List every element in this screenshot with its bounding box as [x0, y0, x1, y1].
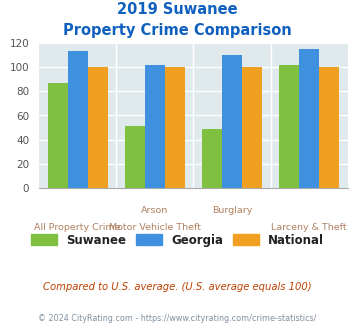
Bar — [88, 67, 108, 188]
Legend: Suwanee, Georgia, National: Suwanee, Georgia, National — [31, 234, 324, 247]
Text: Motor Vehicle Theft: Motor Vehicle Theft — [109, 223, 201, 232]
Bar — [67, 51, 88, 188]
Bar — [165, 67, 185, 188]
Bar — [299, 49, 320, 188]
Bar — [222, 55, 242, 188]
Text: All Property Crime: All Property Crime — [34, 223, 121, 232]
Bar — [279, 65, 299, 188]
Text: Compared to U.S. average. (U.S. average equals 100): Compared to U.S. average. (U.S. average … — [43, 282, 312, 292]
Bar — [145, 65, 165, 188]
Text: Property Crime Comparison: Property Crime Comparison — [63, 23, 292, 38]
Text: © 2024 CityRating.com - https://www.cityrating.com/crime-statistics/: © 2024 CityRating.com - https://www.city… — [38, 314, 317, 323]
Bar — [125, 126, 145, 188]
Text: Larceny & Theft: Larceny & Theft — [272, 223, 347, 232]
Bar — [48, 83, 67, 188]
Text: 2019 Suwanee: 2019 Suwanee — [117, 2, 238, 16]
Bar — [202, 129, 222, 188]
Bar — [242, 67, 262, 188]
Bar — [320, 67, 339, 188]
Text: Burglary: Burglary — [212, 206, 252, 215]
Text: Arson: Arson — [141, 206, 169, 215]
